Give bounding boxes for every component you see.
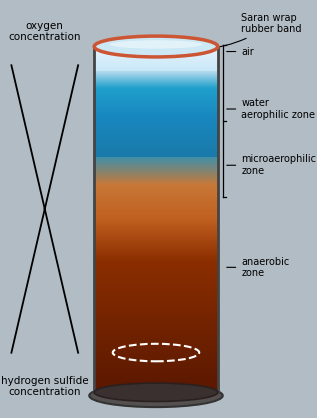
Text: microaerophilic
zone: microaerophilic zone <box>227 155 316 176</box>
Ellipse shape <box>94 36 218 57</box>
Text: air: air <box>227 46 254 56</box>
Text: anaerobic
zone: anaerobic zone <box>227 257 289 278</box>
Bar <box>94 46 218 393</box>
Text: hydrogen sulfide
concentration: hydrogen sulfide concentration <box>1 376 88 397</box>
Ellipse shape <box>110 40 202 48</box>
Text: Saran wrap
rubber band: Saran wrap rubber band <box>158 13 302 49</box>
Ellipse shape <box>89 384 223 407</box>
Text: oxygen
concentration: oxygen concentration <box>9 21 81 42</box>
Ellipse shape <box>94 383 218 401</box>
Text: water
aerophilic zone: water aerophilic zone <box>227 98 315 120</box>
